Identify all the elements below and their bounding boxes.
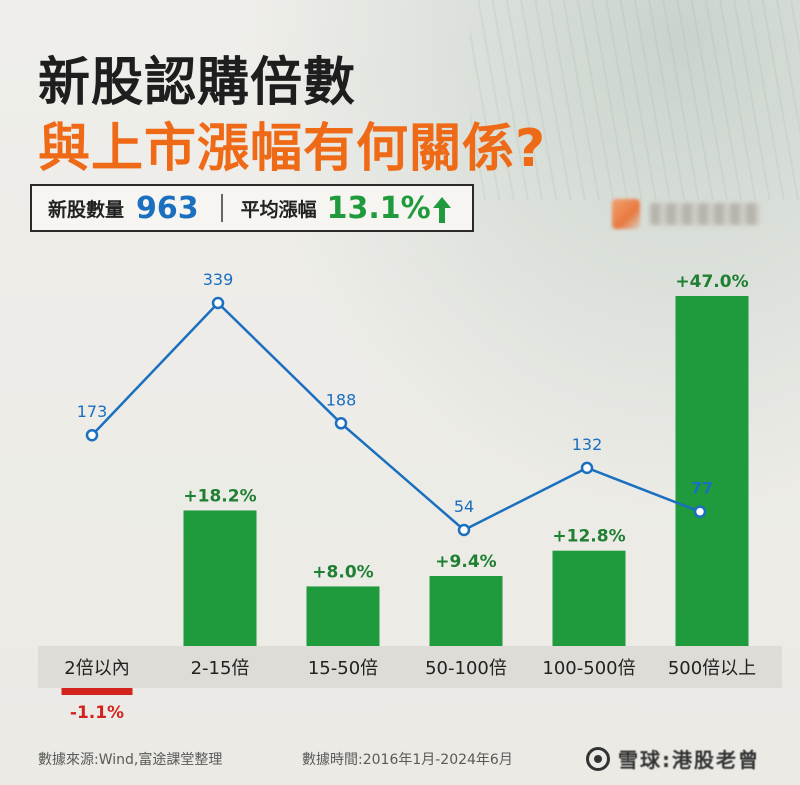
line-label-0: 173	[77, 402, 108, 421]
x-tick-label-5: 500倍以上	[668, 658, 756, 679]
ipo-count-value: 963	[136, 190, 199, 226]
ipo-count-label: 新股數量	[48, 198, 125, 221]
title-line-1: 新股認購倍數	[38, 53, 357, 113]
line-point-1	[211, 296, 225, 310]
x-tick-label-3: 50-100倍	[425, 658, 507, 679]
line-point-5	[693, 505, 707, 518]
watermark-text: 雪球:港股老曾	[618, 748, 760, 772]
line-series	[91, 301, 701, 532]
bar-0	[61, 688, 133, 695]
avg-gain-value: 13.1%	[326, 190, 431, 226]
stats-box: 新股數量 963 平均漲幅 13.1%	[30, 184, 474, 232]
bar-label-5: +47.0%	[675, 272, 748, 292]
watermark: 雪球:港股老曾	[586, 744, 760, 773]
line-label-5: 77	[691, 479, 713, 498]
bar-label-0: -1.1%	[70, 703, 124, 723]
bar-label-1: +18.2%	[183, 486, 256, 506]
x-tick-label-0: 2倍以內	[64, 658, 129, 679]
line-point-0	[85, 428, 99, 442]
up-arrow-icon	[432, 197, 451, 223]
bar-label-2: +8.0%	[312, 562, 373, 582]
data-period: 數據時間:2016年1月-2024年6月	[302, 752, 513, 768]
line-label-1: 339	[203, 270, 234, 289]
background-chart-texture	[470, 0, 800, 200]
bar-3	[429, 576, 503, 646]
stats-divider	[220, 194, 223, 222]
brand-logo-icon	[612, 199, 640, 229]
x-axis-band	[38, 646, 782, 688]
bar-5	[675, 296, 749, 646]
title-line-2: 與上市漲幅有何關係?	[38, 119, 547, 179]
snowball-icon	[586, 746, 610, 771]
line-point-3	[457, 523, 471, 537]
bar-1	[183, 510, 257, 646]
bar-label-4: +12.8%	[552, 527, 625, 547]
brand-logo	[612, 196, 762, 232]
line-label-4: 132	[572, 435, 603, 454]
line-label-2: 188	[326, 390, 357, 409]
bar-2	[306, 586, 380, 646]
data-source: 數據來源:Wind,富途課堂整理	[38, 752, 223, 768]
line-point-4	[580, 461, 594, 475]
brand-logo-wordmark	[650, 203, 760, 225]
avg-gain-label: 平均漲幅	[240, 198, 317, 221]
line-label-3: 54	[454, 497, 474, 516]
bar-label-3: +9.4%	[435, 552, 496, 572]
line-point-2	[334, 417, 348, 430]
x-tick-label-4: 100-500倍	[542, 658, 635, 679]
bar-4	[552, 550, 626, 646]
x-tick-label-2: 15-50倍	[308, 658, 378, 679]
x-tick-label-1: 2-15倍	[191, 658, 250, 679]
